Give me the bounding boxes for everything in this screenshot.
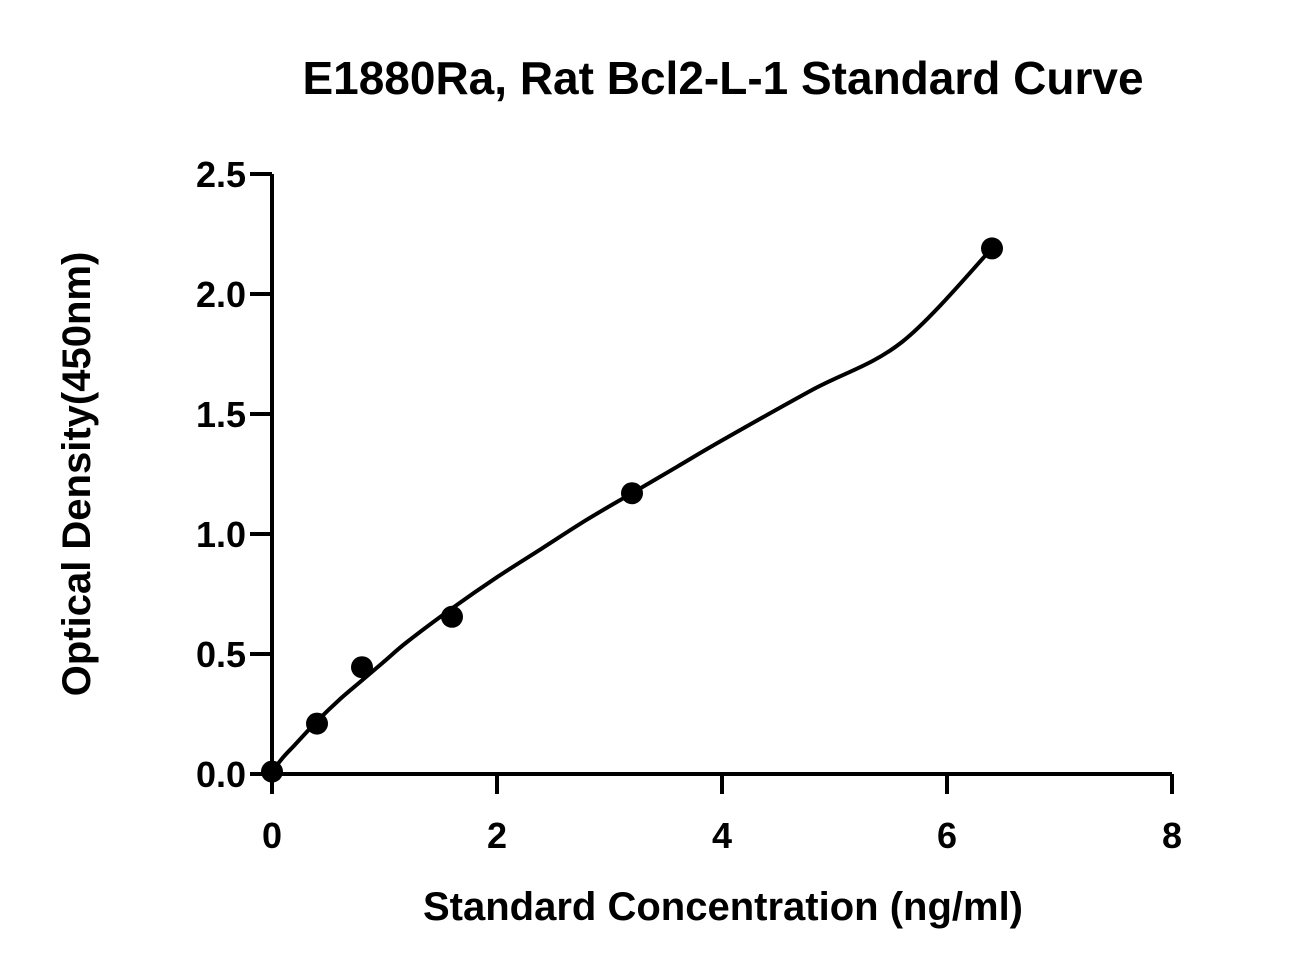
fit-curve-line bbox=[270, 247, 994, 773]
y-axis-ticks: 0.0 0.5 1.0 1.5 2.0 2.5 bbox=[196, 154, 272, 795]
y-tick-label: 0.0 bbox=[196, 754, 246, 795]
x-tick-label: 2 bbox=[487, 815, 507, 856]
data-point bbox=[261, 760, 283, 783]
y-tick-label: 2.5 bbox=[196, 154, 246, 195]
y-tick-label: 1.0 bbox=[196, 514, 246, 555]
y-tick-label: 2.0 bbox=[196, 274, 246, 315]
data-point bbox=[306, 712, 328, 735]
axes bbox=[270, 174, 1172, 776]
data-points-group bbox=[261, 237, 1003, 783]
data-point bbox=[351, 656, 373, 679]
y-axis-label: Optical Density(450nm) bbox=[55, 252, 99, 697]
data-point bbox=[441, 605, 463, 628]
x-tick-label: 4 bbox=[712, 815, 732, 856]
fit-curve-group bbox=[270, 247, 994, 773]
y-tick-label: 0.5 bbox=[196, 634, 246, 675]
data-point bbox=[621, 482, 643, 505]
x-tick-label: 6 bbox=[937, 815, 957, 856]
x-tick-label: 0 bbox=[262, 815, 282, 856]
chart-title: E1880Ra, Rat Bcl2-L-1 Standard Curve bbox=[302, 52, 1143, 104]
x-axis-label: Standard Concentration (ng/ml) bbox=[423, 885, 1023, 929]
x-tick-label: 8 bbox=[1162, 815, 1182, 856]
data-point bbox=[981, 237, 1003, 260]
y-tick-label: 1.5 bbox=[196, 394, 246, 435]
x-axis-ticks: 0 2 4 6 8 bbox=[262, 774, 1182, 856]
